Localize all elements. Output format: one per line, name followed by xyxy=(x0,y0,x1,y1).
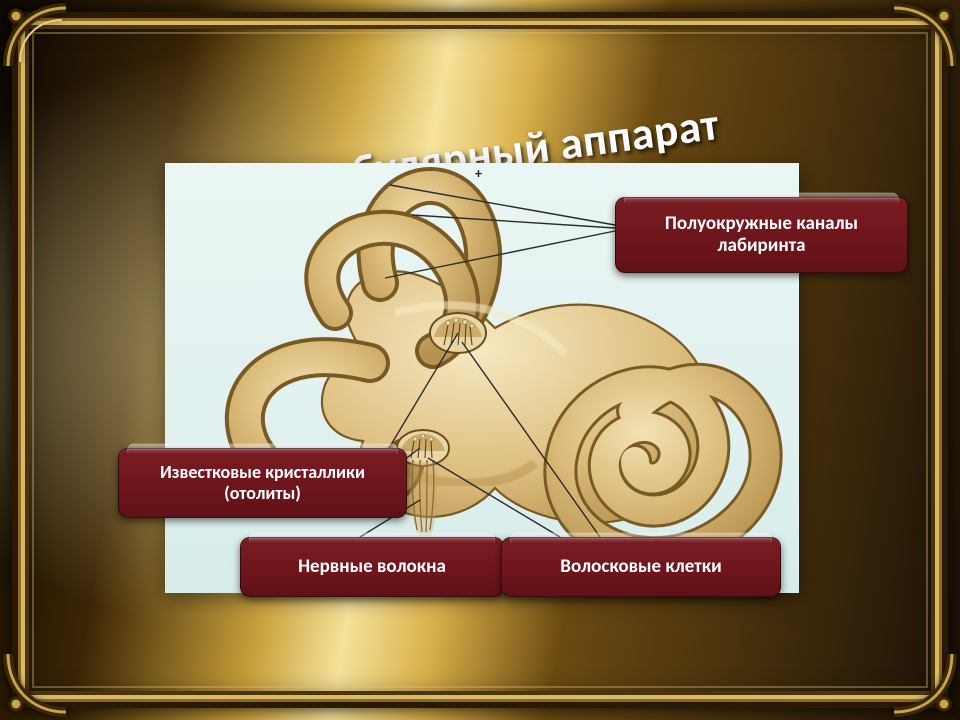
frame-corner-ornament xyxy=(888,2,958,72)
callout-semicircular-canals: Полуокружные каналы лабиринта xyxy=(615,197,908,273)
callout-label: Полуокружные каналы лабиринта xyxy=(630,213,893,258)
frame-corner-ornament xyxy=(2,2,72,72)
ampulla-upper xyxy=(430,313,486,353)
callout-label: Нервные волокна xyxy=(298,556,446,578)
callout-label: Известковые кристаллики (отолиты) xyxy=(133,462,392,504)
callout-nerve-fibers: Нервные волокна xyxy=(240,537,504,597)
frame-corner-ornament xyxy=(2,648,72,718)
frame-corner-ornament xyxy=(888,648,958,718)
callout-label: Волосковые клетки xyxy=(560,556,721,578)
callout-hair-cells: Волосковые клетки xyxy=(501,537,781,597)
callout-otoliths: Известковые кристаллики (отолиты) xyxy=(118,448,407,518)
slide-stage: Вестибулярный аппарат + xyxy=(0,0,960,720)
